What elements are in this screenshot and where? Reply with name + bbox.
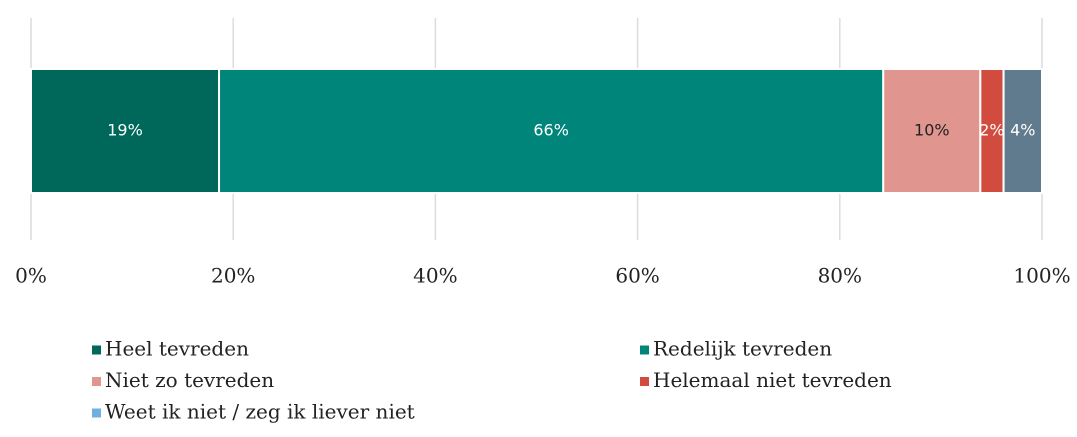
bar-segment: [1002, 68, 1043, 194]
legend-label: Redelijk tevreden: [653, 337, 832, 361]
value-label: 2%: [979, 121, 1004, 140]
value-label: 66%: [533, 121, 569, 140]
x-tick-label: 80%: [818, 264, 862, 288]
value-label: 4%: [1010, 121, 1035, 140]
legend-marker: [92, 345, 101, 355]
legend-marker: [92, 377, 101, 386]
legend-marker: [640, 377, 649, 386]
x-tick-label: 60%: [615, 264, 659, 288]
legend-label: Helemaal niet tevreden: [653, 368, 892, 392]
x-tick-label: 100%: [1013, 264, 1070, 288]
legend-marker: [640, 345, 649, 355]
value-label: 10%: [914, 121, 950, 140]
legend-label: Niet zo tevreden: [105, 368, 274, 392]
x-tick-label: 40%: [413, 264, 457, 288]
value-label: 19%: [107, 121, 143, 140]
legend-label: Weet ik niet / zeg ik liever niet: [105, 400, 415, 424]
bar-segment: [30, 68, 221, 194]
x-tick-label: 20%: [211, 264, 255, 288]
legend-marker: [92, 408, 101, 418]
legend-label: Heel tevreden: [105, 337, 249, 361]
x-tick-label: 0%: [15, 264, 47, 288]
